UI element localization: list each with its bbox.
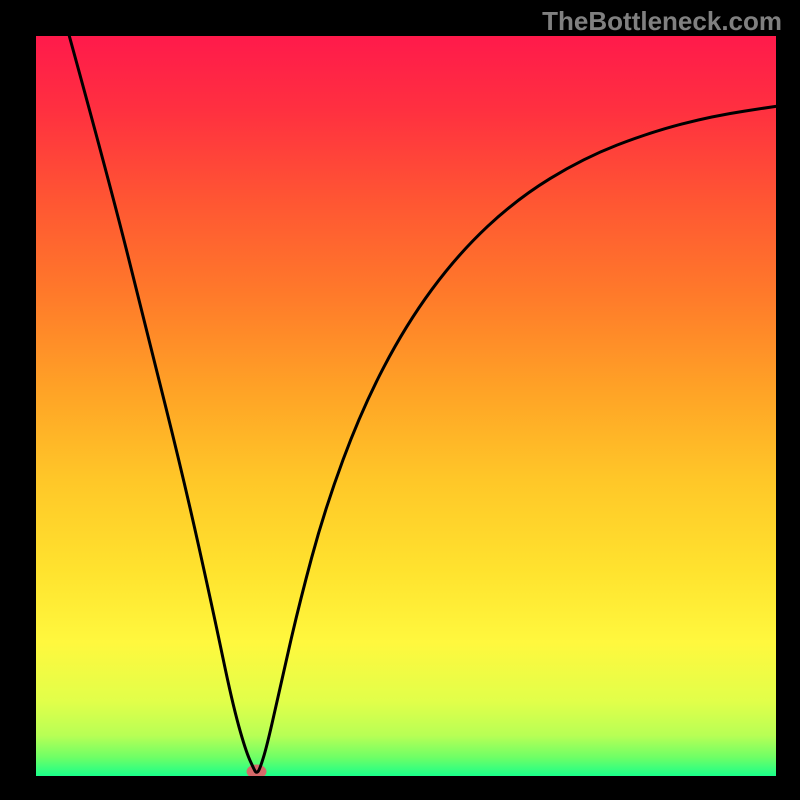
watermark-text: TheBottleneck.com (542, 6, 782, 37)
gradient-background (36, 36, 776, 776)
plot-svg (36, 36, 776, 776)
plot-area (36, 36, 776, 776)
figure-root: TheBottleneck.com (0, 0, 800, 800)
